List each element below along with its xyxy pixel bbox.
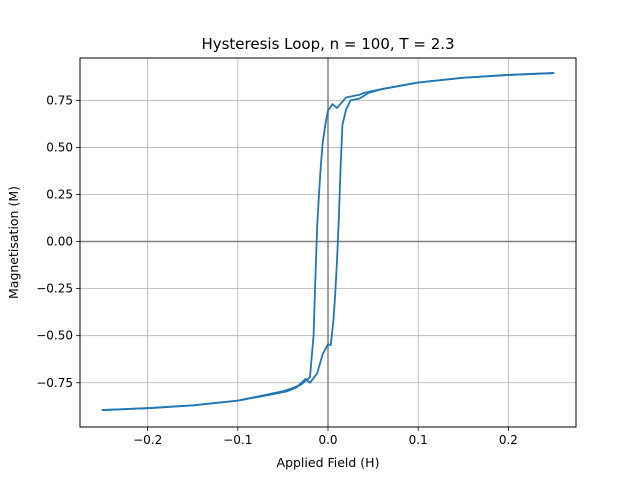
y-tick-label: 0.50 [46,140,73,154]
x-tick-label: 0.2 [499,433,518,447]
chart-title: Hysteresis Loop, n = 100, T = 2.3 [201,35,454,53]
y-tick-label: −0.50 [36,329,73,343]
y-tick-label: 0.75 [46,93,73,107]
series-layer [101,72,555,411]
y-tick-label: −0.75 [36,376,73,390]
reference-lines [80,58,576,427]
series-line-2 [101,72,555,411]
x-tick-label: −0.2 [133,433,162,447]
y-axis-label: Magnetisation (M) [6,186,21,299]
x-tick-label: 0.1 [409,433,428,447]
y-tick-label: 0.25 [46,187,73,201]
y-tick-label: −0.25 [36,282,73,296]
x-axis-label: Applied Field (H) [277,455,380,470]
x-tick-label: 0.0 [318,433,337,447]
x-tick-label: −0.1 [223,433,252,447]
y-tick-label: 0.00 [46,235,73,249]
ticks-layer: −0.2 −0.1 0.0 0.1 0.2 −0.75 −0.50 −0.25 0.00 0.25… [36,93,518,447]
